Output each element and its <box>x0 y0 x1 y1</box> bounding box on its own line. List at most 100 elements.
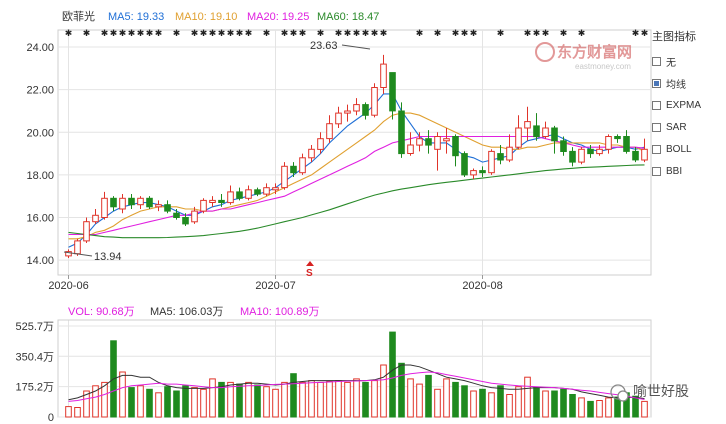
high-annotation-pointer <box>341 44 371 50</box>
moving-average-lines <box>68 93 645 248</box>
candle-body <box>317 138 324 150</box>
signal-marker: ✱ <box>362 29 370 39</box>
price-y-axis-labels: 24.00 22.00 20.00 18.00 16.00 14.00 <box>26 42 54 267</box>
volume-bar <box>533 387 540 418</box>
volume-bar <box>551 390 558 418</box>
indicator-option-label: BBI <box>666 165 683 177</box>
volume-legend-vol: VOL: 90.68万 <box>68 306 135 318</box>
low-annotation-pointer <box>63 251 93 257</box>
signal-marker: ✱ <box>263 29 271 39</box>
candle-body <box>290 165 297 174</box>
signal-marker: ✱ <box>335 29 343 39</box>
signal-marker: ✱ <box>641 29 649 39</box>
candle-body <box>425 138 432 146</box>
volume-bar <box>335 380 342 418</box>
candlesticks <box>65 54 648 258</box>
volume-bar <box>371 380 378 418</box>
candle-body <box>173 212 180 218</box>
candle-body <box>389 72 396 112</box>
signal-marker: ✱ <box>119 29 127 39</box>
date-grid-lines <box>68 30 483 417</box>
volume-bar <box>362 381 369 418</box>
signal-marker: ✱ <box>299 29 307 39</box>
volume-bar <box>137 385 144 418</box>
volume-bar <box>515 386 522 418</box>
candle-body <box>272 187 279 191</box>
candle-body <box>533 125 540 138</box>
indicator-checkbox[interactable] <box>652 56 661 66</box>
candle-body <box>65 251 72 257</box>
indicator-checkbox[interactable] <box>652 166 661 176</box>
candle-body <box>281 165 288 189</box>
volume-bar <box>263 386 270 418</box>
volume-bar <box>74 407 81 418</box>
indicator-option-bbi[interactable]: BBI <box>652 160 724 182</box>
signal-marker: ✱ <box>146 29 154 39</box>
volume-bar <box>155 392 162 418</box>
volume-bar <box>479 388 486 418</box>
candle-body <box>434 136 441 150</box>
volume-bar <box>524 376 531 418</box>
price-tick-label: 16.00 <box>26 212 54 224</box>
indicator-checkbox[interactable] <box>652 100 661 110</box>
volume-bar <box>227 381 234 418</box>
signal-marker: ✱ <box>353 29 361 39</box>
volume-bar <box>245 381 252 418</box>
indicator-option-boll[interactable]: BOLL <box>652 138 724 160</box>
volume-bars <box>65 331 648 418</box>
volume-bar <box>200 388 207 418</box>
candle-body <box>542 127 549 137</box>
volume-bar <box>236 383 243 418</box>
indicator-checkbox[interactable] <box>652 144 661 154</box>
candle-body <box>506 146 513 161</box>
legend-ma10: MA10: 19.10 <box>175 11 237 23</box>
candle-body <box>371 87 378 116</box>
indicator-option-label: BOLL <box>666 143 692 155</box>
candle-body <box>380 63 387 88</box>
candle-body <box>614 136 621 140</box>
price-tick-label: 24.00 <box>26 42 54 54</box>
volume-bar <box>443 378 450 418</box>
signal-marker: ✱ <box>110 29 118 39</box>
volume-bar <box>632 395 639 418</box>
volume-bar <box>272 388 279 418</box>
volume-bar <box>218 381 225 418</box>
candle-body <box>308 148 315 159</box>
stock-name: 欧菲光 <box>62 9 95 23</box>
volume-legend-ma10: MA10: 100.89万 <box>240 306 320 318</box>
signal-marker: ✱ <box>497 29 505 39</box>
volume-bar <box>542 390 549 418</box>
volume-bar <box>119 371 126 418</box>
volume-bar <box>101 381 108 418</box>
signal-marker: ✱ <box>236 29 244 39</box>
x-axis-labels: 2020-06 2020-07 2020-08 <box>48 280 502 292</box>
price-tick-label: 22.00 <box>26 85 54 97</box>
volume-bar <box>380 364 387 418</box>
indicator-option-none[interactable]: 无 <box>652 50 724 72</box>
volume-bar <box>434 388 441 418</box>
candle-body <box>146 197 153 208</box>
eastmoney-logo-icon <box>535 42 555 62</box>
indicator-checkbox[interactable] <box>652 122 661 132</box>
candle-body <box>155 204 162 208</box>
signal-marker: ✱ <box>65 29 73 39</box>
volume-tick-label: 525.7万 <box>15 321 54 333</box>
indicator-option-ma[interactable]: 均线 <box>652 72 724 94</box>
signal-marker: ✱ <box>101 29 109 39</box>
volume-bar <box>344 381 351 418</box>
ma-line-ma20 <box>68 135 645 236</box>
volume-bar <box>407 378 414 418</box>
signal-marker: ✱ <box>227 29 235 39</box>
indicator-checkbox[interactable] <box>652 78 661 88</box>
volume-bar <box>605 397 612 418</box>
indicator-option-expma[interactable]: EXPMA <box>652 94 724 116</box>
volume-bar <box>353 378 360 418</box>
signal-marker: ✱ <box>344 29 352 39</box>
candle-body <box>578 148 585 163</box>
volume-bar <box>173 390 180 418</box>
candle-body <box>524 121 531 129</box>
indicator-option-sar[interactable]: SAR <box>652 116 724 138</box>
candle-body <box>551 127 558 142</box>
candle-body <box>488 150 495 174</box>
